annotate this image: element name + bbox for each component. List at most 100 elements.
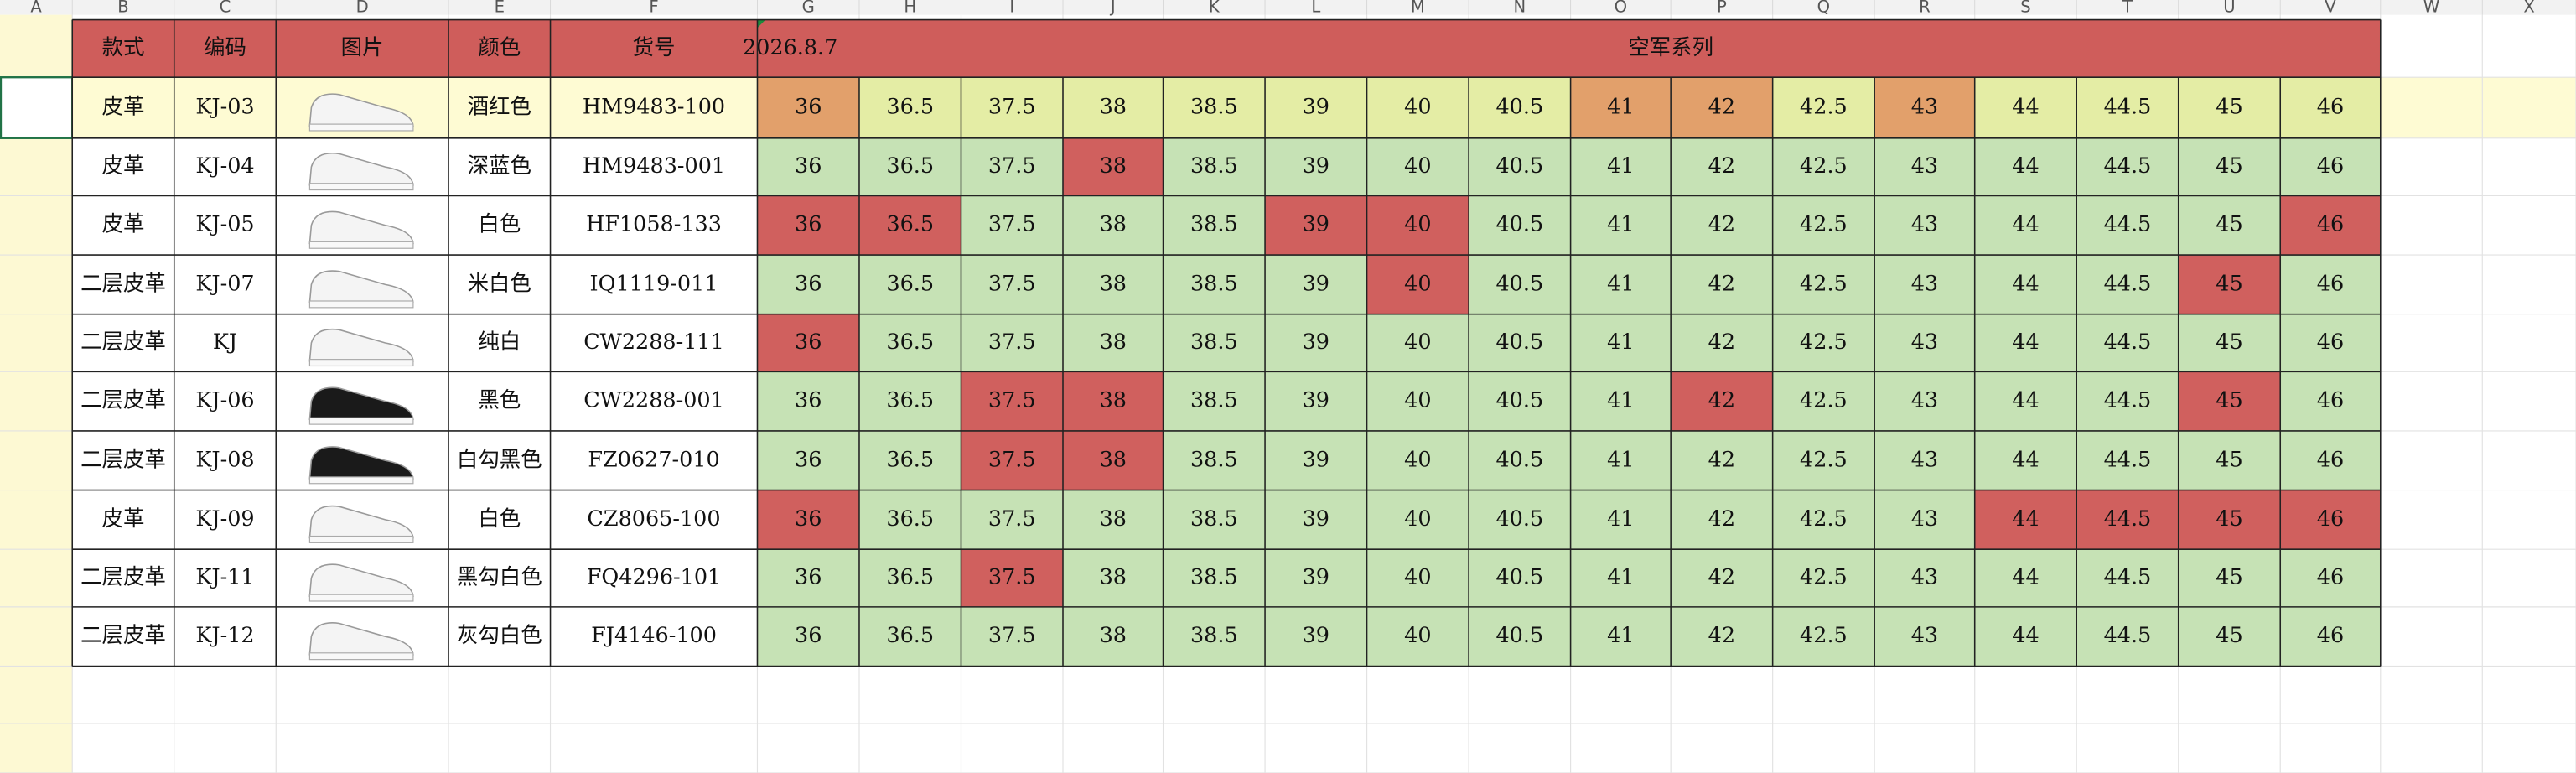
size-cell-fill[interactable] xyxy=(2076,314,2179,372)
size-cell[interactable]: 41 xyxy=(1607,271,1634,296)
size-cell[interactable]: 39 xyxy=(1303,447,1329,472)
color-cell[interactable]: 米白色 xyxy=(468,271,531,296)
size-cell[interactable]: 44 xyxy=(2012,565,2039,590)
size-cell-fill[interactable] xyxy=(2280,77,2381,138)
size-cell[interactable]: 38.5 xyxy=(1190,329,1238,355)
style-cell[interactable]: 二层皮革 xyxy=(80,388,166,413)
size-cell-fill[interactable] xyxy=(1671,255,1773,314)
size-cell[interactable]: 46 xyxy=(2317,565,2344,590)
size-cell[interactable]: 36 xyxy=(795,447,822,472)
size-cell-fill[interactable] xyxy=(1366,430,1469,490)
size-cell[interactable]: 39 xyxy=(1303,565,1329,590)
column-letter[interactable]: R xyxy=(1919,0,1931,16)
size-cell[interactable]: 38.5 xyxy=(1190,623,1238,648)
column-letter[interactable]: W xyxy=(2423,0,2439,16)
size-cell[interactable]: 38.5 xyxy=(1190,94,1238,119)
size-cell[interactable]: 40.5 xyxy=(1495,212,1543,237)
size-cell-fill[interactable] xyxy=(2178,606,2281,667)
column-letter[interactable]: P xyxy=(1717,0,1727,16)
size-cell-fill[interactable] xyxy=(1772,255,1875,314)
size-cell-fill[interactable] xyxy=(1163,137,1266,196)
size-cell[interactable]: 38 xyxy=(1100,271,1127,296)
size-cell[interactable]: 41 xyxy=(1607,212,1634,237)
size-cell-fill[interactable] xyxy=(1469,606,1571,667)
color-cell[interactable]: 灰勾白色 xyxy=(457,623,542,648)
sku-cell[interactable]: CZ8065-100 xyxy=(587,506,720,532)
color-cell[interactable]: 白勾黑色 xyxy=(457,447,542,472)
size-cell-fill[interactable] xyxy=(1366,137,1469,196)
size-cell[interactable]: 43 xyxy=(1911,329,1938,355)
size-cell-fill[interactable] xyxy=(961,314,1064,372)
size-cell-fill[interactable] xyxy=(757,255,859,314)
size-cell-fill[interactable] xyxy=(1974,137,2077,196)
size-cell[interactable]: 37.5 xyxy=(988,623,1036,648)
size-cell-fill[interactable] xyxy=(1570,606,1672,667)
size-cell[interactable]: 36.5 xyxy=(886,506,934,532)
size-cell-fill[interactable] xyxy=(961,606,1064,667)
size-cell-fill[interactable] xyxy=(1671,606,1773,667)
size-cell[interactable]: 41 xyxy=(1607,506,1634,532)
size-cell-fill[interactable] xyxy=(1469,371,1571,431)
size-cell-fill[interactable] xyxy=(858,371,961,431)
size-cell-fill[interactable] xyxy=(2178,195,2281,256)
size-cell[interactable]: 46 xyxy=(2317,271,2344,296)
size-cell-fill[interactable] xyxy=(858,255,961,314)
size-cell-fill[interactable] xyxy=(2076,195,2179,256)
style-cell[interactable]: 皮革 xyxy=(102,153,145,179)
size-cell-fill[interactable] xyxy=(2076,549,2179,607)
size-cell[interactable]: 37.5 xyxy=(988,153,1036,179)
size-cell-fill[interactable] xyxy=(2280,137,2381,196)
size-cell-fill[interactable] xyxy=(1366,255,1469,314)
code-cell[interactable]: KJ-11 xyxy=(195,565,254,590)
size-cell[interactable]: 38.5 xyxy=(1190,447,1238,472)
size-cell[interactable]: 37.5 xyxy=(988,94,1036,119)
size-cell[interactable]: 45 xyxy=(2216,506,2242,532)
size-cell[interactable]: 39 xyxy=(1303,506,1329,532)
column-letter[interactable]: T xyxy=(2122,0,2133,16)
size-cell-fill[interactable] xyxy=(757,549,859,607)
size-cell-fill[interactable] xyxy=(1772,606,1875,667)
size-cell-fill[interactable] xyxy=(1772,195,1875,256)
column-letter[interactable]: L xyxy=(1311,0,1320,16)
size-cell[interactable]: 40.5 xyxy=(1495,94,1543,119)
size-cell[interactable]: 42.5 xyxy=(1800,388,1848,413)
size-cell-fill[interactable] xyxy=(1570,430,1672,490)
size-cell-fill[interactable] xyxy=(1974,606,2077,667)
size-cell[interactable]: 44.5 xyxy=(2104,447,2152,472)
size-cell[interactable]: 38.5 xyxy=(1190,153,1238,179)
size-cell[interactable]: 44 xyxy=(2012,623,2039,648)
size-cell[interactable]: 39 xyxy=(1303,388,1329,413)
size-cell-fill[interactable] xyxy=(2178,137,2281,196)
size-cell[interactable]: 38 xyxy=(1100,506,1127,532)
sku-cell[interactable]: HF1058-133 xyxy=(586,212,722,237)
size-cell-fill[interactable] xyxy=(1874,606,1975,667)
size-cell[interactable]: 40 xyxy=(1404,271,1431,296)
style-cell[interactable]: 二层皮革 xyxy=(80,271,166,296)
size-cell-fill[interactable] xyxy=(1265,606,1367,667)
size-cell-fill[interactable] xyxy=(961,77,1064,138)
size-cell-fill[interactable] xyxy=(1063,430,1164,490)
size-cell-fill[interactable] xyxy=(757,430,859,490)
size-cell-fill[interactable] xyxy=(757,490,859,550)
size-cell[interactable]: 40.5 xyxy=(1495,271,1543,296)
size-cell[interactable]: 42 xyxy=(1708,506,1735,532)
size-cell-fill[interactable] xyxy=(1063,371,1164,431)
size-cell-fill[interactable] xyxy=(858,490,961,550)
size-cell[interactable]: 42 xyxy=(1708,212,1735,237)
size-cell[interactable]: 40 xyxy=(1404,94,1431,119)
series-title[interactable]: 空军系列 xyxy=(1628,35,1713,60)
size-cell[interactable]: 44.5 xyxy=(2104,388,2152,413)
size-cell[interactable]: 44.5 xyxy=(2104,271,2152,296)
size-cell[interactable]: 36 xyxy=(795,388,822,413)
size-cell-fill[interactable] xyxy=(1265,371,1367,431)
size-cell-fill[interactable] xyxy=(1570,549,1672,607)
size-cell-fill[interactable] xyxy=(1874,195,1975,256)
header-cell[interactable]: 货号 xyxy=(633,35,676,60)
size-cell-fill[interactable] xyxy=(1163,255,1266,314)
size-cell[interactable]: 36.5 xyxy=(886,565,934,590)
size-cell[interactable]: 36.5 xyxy=(886,94,934,119)
code-cell[interactable]: KJ-08 xyxy=(195,447,254,472)
size-cell-fill[interactable] xyxy=(2076,77,2179,138)
code-cell[interactable]: KJ-05 xyxy=(195,212,254,237)
size-cell[interactable]: 42.5 xyxy=(1800,153,1848,179)
